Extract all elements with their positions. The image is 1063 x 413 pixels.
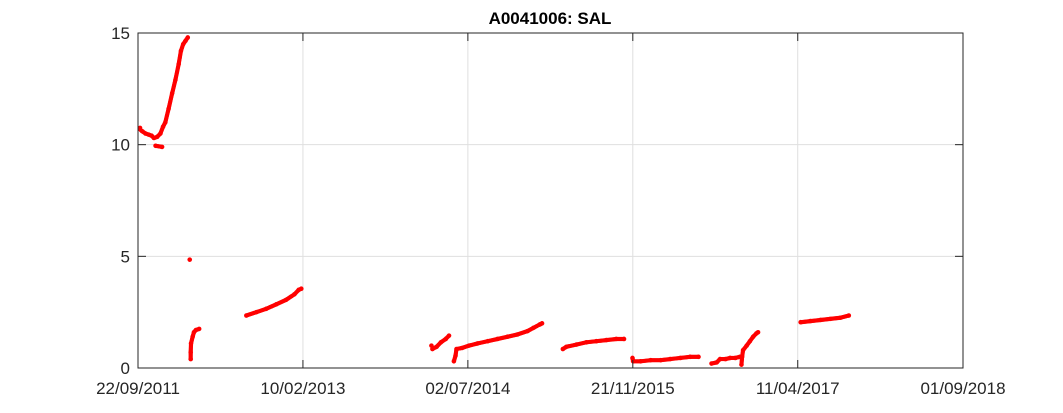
tick-marks <box>137 32 964 369</box>
data-trace-dot <box>195 327 201 332</box>
y-tick-label: 0 <box>121 359 130 378</box>
data-trace-dot <box>185 36 190 41</box>
plot-frame <box>137 32 964 369</box>
data-trace-dot <box>446 334 451 339</box>
x-tick-label: 22/09/2011 <box>96 379 180 398</box>
x-tick-label: 10/02/2013 <box>260 379 345 398</box>
x-tick-label: 02/07/2014 <box>425 379 510 398</box>
x-tick-label: 01/09/2018 <box>920 379 1005 398</box>
plot-area <box>138 33 963 368</box>
x-tick-labels: 22/09/2011 10/02/2013 02/07/2014 21/11/2015… <box>96 379 1005 398</box>
data-trace-dot <box>845 313 850 318</box>
data-points <box>137 35 852 367</box>
data-trace-dot <box>158 144 164 149</box>
data-trace-dot <box>539 321 544 326</box>
data-trace-dot <box>298 286 303 292</box>
data-trace-dot <box>755 330 760 335</box>
data-trace-dot <box>736 355 741 360</box>
data-trace-dot <box>620 336 626 342</box>
y-tick-label: 5 <box>121 247 130 266</box>
y-tick-label: 15 <box>111 24 130 43</box>
data-point <box>187 257 193 262</box>
y-tick-labels: 0 5 10 15 <box>111 24 130 378</box>
y-tick-label: 10 <box>111 136 130 155</box>
x-tick-label: 11/04/2017 <box>756 379 840 398</box>
data-trace-dot <box>695 354 700 359</box>
x-tick-label: 21/11/2015 <box>591 379 675 398</box>
chart-title: A0041006: SAL <box>489 9 612 28</box>
data-point <box>429 343 434 348</box>
